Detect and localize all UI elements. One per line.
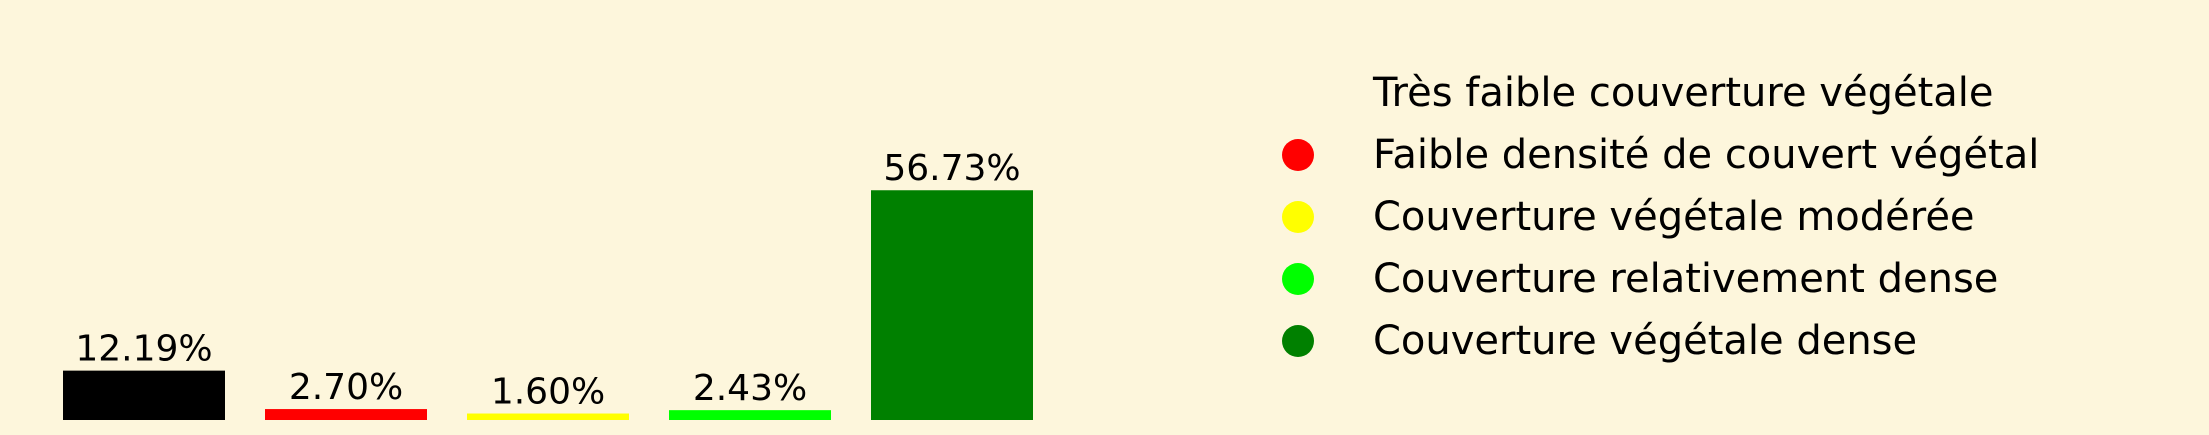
legend-label-4: Couverture relativement dense bbox=[1373, 256, 1998, 302]
legend-marker-1 bbox=[1282, 77, 1314, 109]
bar-3 bbox=[467, 413, 629, 420]
legend-label-3: Couverture végétale modérée bbox=[1373, 194, 1975, 240]
bars-group bbox=[63, 190, 1033, 420]
bar-5 bbox=[871, 190, 1033, 420]
legend-label-5: Couverture végétale dense bbox=[1373, 318, 1917, 364]
legend: Très faible couverture végétale Faible de… bbox=[1282, 70, 2039, 364]
bar-value-label-3: 1.60% bbox=[491, 372, 605, 413]
bar-1 bbox=[63, 370, 225, 420]
legend-marker-3 bbox=[1282, 201, 1314, 233]
bar-4 bbox=[669, 410, 831, 420]
legend-label-2: Faible densité de couvert végétal bbox=[1373, 132, 2039, 178]
bar-value-label-2: 2.70% bbox=[289, 367, 403, 408]
bar-labels-group: 12.19% 2.70% 1.60% 2.43% 56.73% bbox=[75, 148, 1020, 412]
legend-label-1: Très faible couverture végétale bbox=[1372, 70, 1994, 116]
legend-marker-5 bbox=[1282, 325, 1314, 357]
legend-marker-4 bbox=[1282, 263, 1314, 295]
bar-value-label-4: 2.43% bbox=[693, 368, 807, 409]
bar-2 bbox=[265, 409, 427, 420]
bar-value-label-5: 56.73% bbox=[883, 148, 1020, 189]
legend-marker-2 bbox=[1282, 139, 1314, 171]
bar-value-label-1: 12.19% bbox=[75, 329, 212, 370]
